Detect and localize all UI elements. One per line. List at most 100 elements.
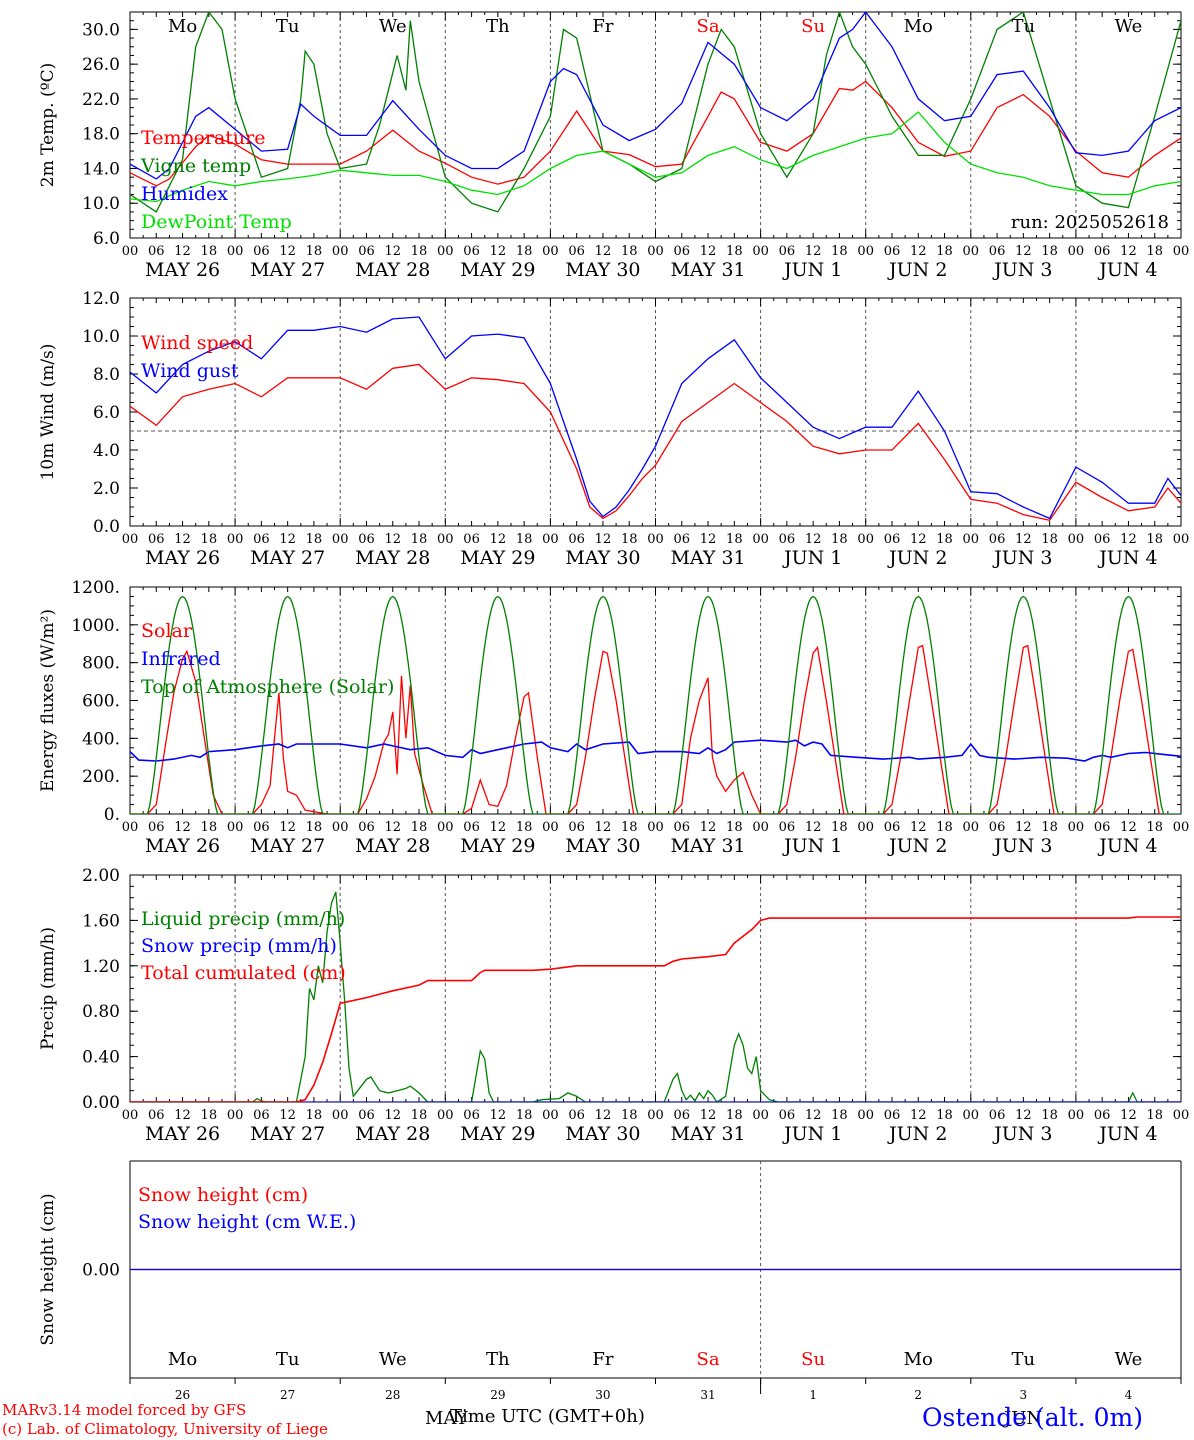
- y-tick-label: 10.0: [82, 327, 120, 347]
- hour-label: 18: [306, 820, 323, 835]
- hour-label: 00: [437, 532, 454, 547]
- hour-label: 18: [411, 1108, 428, 1123]
- y-tick-label: 0.80: [82, 1002, 120, 1022]
- hour-label: 12: [805, 1108, 822, 1123]
- hour-label: 18: [306, 1108, 323, 1123]
- hour-label: 12: [700, 1108, 717, 1123]
- hour-label: 12: [174, 244, 191, 259]
- hour-label: 12: [279, 244, 296, 259]
- hour-label: 18: [1041, 1108, 1058, 1123]
- hour-label: 06: [884, 820, 901, 835]
- hour-label: 06: [568, 820, 585, 835]
- hour-label: 00: [122, 532, 139, 547]
- hour-label: 18: [621, 244, 638, 259]
- hour-label: 18: [726, 244, 743, 259]
- y-tick-label: 30.0: [82, 20, 120, 40]
- hour-label: 00: [1068, 820, 1085, 835]
- hour-label: 12: [595, 820, 612, 835]
- weekday-label: Tu: [276, 1349, 300, 1370]
- hour-label: 12: [595, 532, 612, 547]
- y-tick-label: 0.00: [82, 1093, 120, 1113]
- y-tick-label: 1.20: [82, 957, 120, 977]
- hour-label: 18: [726, 1108, 743, 1123]
- day-number-label: 4: [1125, 1388, 1133, 1402]
- hour-label: 18: [621, 820, 638, 835]
- day-number-label: 28: [385, 1388, 400, 1402]
- hour-label: 06: [674, 244, 691, 259]
- hour-label: 00: [542, 820, 559, 835]
- hour-label: 12: [384, 532, 401, 547]
- panel-temperature: 00 06 12 18 00 06 12 18 00 06 12 18 00 06 12 18 00 06 12 18…: [38, 11, 1189, 281]
- y-tick-label: 400.: [82, 729, 120, 749]
- hour-label: 18: [831, 1108, 848, 1123]
- y-axis-title: 10m Wind (m/s): [38, 344, 58, 481]
- hour-label: 00: [963, 244, 980, 259]
- date-label: MAY 27: [250, 259, 325, 281]
- date-label: MAY 28: [355, 547, 430, 569]
- date-label: MAY 30: [565, 547, 640, 569]
- station-name: Ostende (alt. 0m): [922, 1403, 1143, 1432]
- day-number-label: 3: [1020, 1388, 1028, 1402]
- series-line-liquid-precip-mm-h-: [130, 891, 1181, 1102]
- series-line-wind-gust: [130, 316, 1181, 520]
- weekday-label: Tu: [1012, 1349, 1036, 1370]
- date-label: MAY 26: [145, 835, 220, 857]
- series-line-dewpoint-temp: [130, 111, 1181, 203]
- hour-label: 00: [332, 532, 349, 547]
- hour-label: 00: [857, 820, 874, 835]
- hour-label: 06: [148, 244, 165, 259]
- hour-label: 06: [463, 244, 480, 259]
- hour-label: 18: [1146, 532, 1163, 547]
- series-line-vigne-temp: [130, 12, 1181, 213]
- y-tick-label: 26.0: [82, 55, 120, 75]
- weekday-label: We: [1115, 1349, 1143, 1370]
- hour-label: 06: [1094, 820, 1111, 835]
- hour-label: 06: [253, 532, 270, 547]
- hour-label: 12: [174, 1108, 191, 1123]
- copyright: (c) Lab. of Climatology, University of L…: [2, 1420, 328, 1438]
- y-tick-label: 600.: [82, 692, 120, 712]
- legend-label: Humidex: [141, 183, 228, 205]
- weekday-label: We: [1115, 16, 1143, 37]
- hour-label: 00: [122, 1108, 139, 1123]
- day-number-label: 30: [595, 1388, 610, 1402]
- hour-label: 06: [779, 820, 796, 835]
- legend-label: Infrared: [141, 648, 221, 670]
- hour-label: 00: [332, 820, 349, 835]
- hour-label: 06: [1094, 244, 1111, 259]
- hour-label: 12: [384, 820, 401, 835]
- hour-label: 18: [1041, 532, 1058, 547]
- weekday-label: Sa: [697, 16, 720, 37]
- hour-label: 00: [437, 820, 454, 835]
- hour-label: 00: [647, 820, 664, 835]
- hour-label: 06: [463, 820, 480, 835]
- hour-label: 12: [805, 820, 822, 835]
- y-tick-label: 4.0: [93, 441, 120, 461]
- hour-label: 18: [831, 532, 848, 547]
- hour-label: 12: [910, 1108, 927, 1123]
- date-label: MAY 28: [355, 259, 430, 281]
- hour-label: 06: [989, 820, 1006, 835]
- hour-label: 18: [831, 244, 848, 259]
- y-axis-title: Precip (mm/h): [38, 927, 58, 1050]
- hour-label: 00: [1173, 820, 1190, 835]
- legend-label: Wind gust: [141, 360, 239, 382]
- hour-label: 18: [1041, 820, 1058, 835]
- series-line-temperature: [130, 80, 1181, 187]
- weekday-label: Th: [486, 16, 510, 37]
- hour-label: 12: [1120, 532, 1137, 547]
- legend-label: Solar: [141, 620, 193, 642]
- y-axis-title: 2m Temp. (ºC): [38, 63, 58, 188]
- hour-label: 00: [227, 532, 244, 547]
- date-label: JUN 1: [782, 1123, 842, 1145]
- series-line-infrared: [130, 739, 1181, 762]
- hour-label: 12: [700, 820, 717, 835]
- weekday-label: We: [379, 1349, 407, 1370]
- date-label: MAY 28: [355, 1123, 430, 1145]
- weekday-label: Mo: [904, 1349, 933, 1370]
- legend-label: Total cumulated (cm): [141, 962, 346, 984]
- date-label: JUN 3: [992, 547, 1052, 569]
- legend-label: Temperature: [141, 127, 265, 149]
- date-label: JUN 2: [887, 835, 947, 857]
